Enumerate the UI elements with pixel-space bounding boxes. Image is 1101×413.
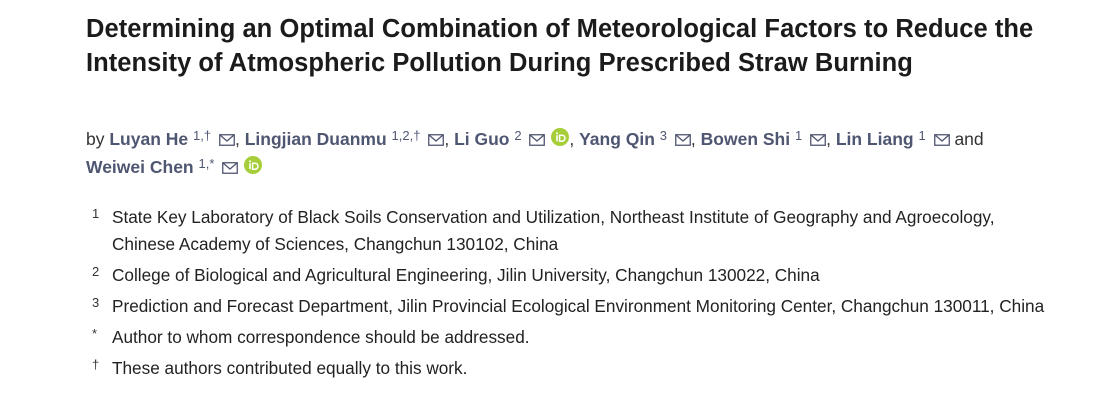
affiliation-marker: * (92, 326, 98, 341)
affiliation-item: † These authors contributed equally to t… (92, 355, 1052, 382)
affiliation-ref: 1,2,† (391, 128, 421, 143)
affiliation-marker: 1 (92, 206, 100, 221)
author-name-link[interactable]: Yang Qin (579, 129, 655, 149)
author-name-link[interactable]: Luyan He (109, 129, 189, 149)
author-entry: Lin Liang 1 (836, 129, 950, 149)
affiliation-text: Author to whom correspondence should be … (112, 327, 530, 347)
affiliation-marker: 3 (92, 295, 100, 310)
affiliation-ref: 1,† (193, 128, 212, 143)
affiliation-item: 1 State Key Laboratory of Black Soils Co… (92, 204, 1052, 258)
affiliation-marker: 2 (92, 264, 100, 279)
envelope-icon[interactable] (222, 155, 239, 182)
and-label: and (954, 129, 984, 149)
author-entry: Yang Qin 3 (579, 129, 691, 149)
author-entry: Bowen Shi 1 (701, 129, 826, 149)
envelope-icon[interactable] (219, 127, 235, 154)
affiliation-ref: 2 (514, 128, 522, 143)
affiliation-item: * Author to whom correspondence should b… (92, 324, 1052, 351)
affiliation-text: These authors contributed equally to thi… (112, 358, 468, 378)
author-name-link[interactable]: Lingjian Duanmu (244, 129, 387, 149)
author-list: by Luyan He 1,† , Lingjian Duanmu 1,2,† … (86, 126, 1066, 182)
affiliation-ref: 1 (918, 128, 926, 143)
affiliation-item: 3 Prediction and Forecast Department, Ji… (92, 293, 1052, 320)
affiliation-marker: † (92, 357, 100, 372)
by-label: by (86, 129, 105, 149)
article-title: Determining an Optimal Combination of Me… (86, 15, 1034, 77)
envelope-icon[interactable] (933, 127, 950, 154)
envelope-icon[interactable] (810, 127, 826, 154)
affiliation-list: 1 State Key Laboratory of Black Soils Co… (92, 204, 1052, 386)
affiliation-ref: 1,* (198, 156, 215, 171)
affiliation-text: College of Biological and Agricultural E… (112, 265, 820, 285)
affiliation-item: 2 College of Biological and Agricultural… (92, 262, 1052, 289)
envelope-icon[interactable] (428, 127, 445, 154)
envelope-icon[interactable] (675, 127, 691, 154)
orcid-icon[interactable] (551, 127, 570, 154)
author-entry: Weiwei Chen 1,* (86, 156, 263, 177)
affiliation-text: State Key Laboratory of Black Soils Cons… (112, 207, 995, 254)
orcid-icon[interactable] (244, 155, 263, 182)
author-entry: Luyan He 1,† (109, 129, 235, 149)
author-name-link[interactable]: Weiwei Chen (86, 157, 194, 177)
affiliation-text: Prediction and Forecast Department, Jili… (112, 296, 1045, 316)
author-name-link[interactable]: Li Guo (454, 129, 510, 149)
affiliation-ref: 1 (794, 128, 803, 143)
author-name-link[interactable]: Bowen Shi (700, 129, 791, 149)
affiliation-ref: 3 (659, 128, 668, 143)
envelope-icon[interactable] (529, 127, 546, 154)
author-name-link[interactable]: Lin Liang (835, 129, 914, 149)
author-entry: Lingjian Duanmu 1,2,† (245, 129, 445, 149)
author-entry: Li Guo 2 (454, 128, 570, 149)
